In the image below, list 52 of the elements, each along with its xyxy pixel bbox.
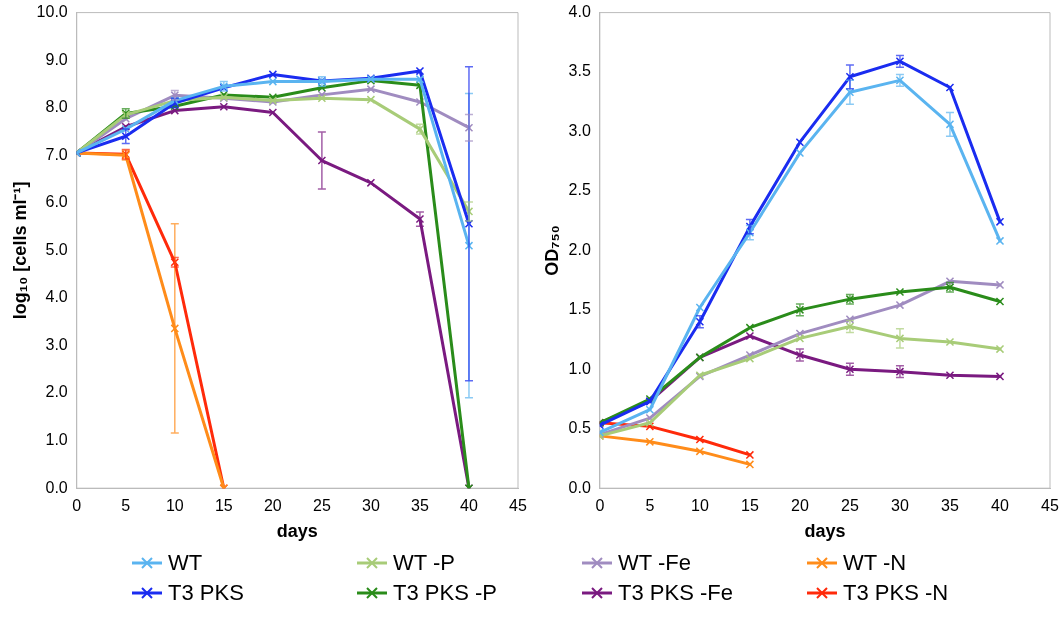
x-tick-label: 20 <box>263 497 282 515</box>
y-tick-label: 0.0 <box>568 478 591 496</box>
y-tick-label: 2.0 <box>45 383 68 401</box>
x-tick-label: 40 <box>460 497 478 515</box>
x-tick-label: 0 <box>72 497 82 515</box>
y-tick-label: 4.0 <box>568 3 591 21</box>
y-tick-label: 6.0 <box>45 193 68 211</box>
y-tick-label: 2.5 <box>568 181 591 199</box>
y-tick-label: 10.0 <box>36 3 68 21</box>
x-tick-label: 15 <box>214 497 233 515</box>
legend-label: WT -P <box>393 550 455 576</box>
x-tick-label: 35 <box>941 497 959 515</box>
legend-label: T3 PKS -Fe <box>618 580 733 606</box>
legend-label: WT -N <box>843 550 907 576</box>
y-tick-label: 5.0 <box>45 240 68 258</box>
legend-label: WT <box>168 550 203 576</box>
x-tick-label: 25 <box>312 497 331 515</box>
y-tick-label: 3.0 <box>568 121 591 139</box>
y-axis-title: OD₇₅₀ <box>541 225 562 276</box>
legend-label: T3 PKS -P <box>393 580 497 606</box>
y-tick-label: 0.0 <box>45 478 68 496</box>
x-tick-label: 10 <box>690 497 709 515</box>
legend-label: T3 PKS -N <box>843 580 949 606</box>
x-tick-label: 5 <box>121 497 131 515</box>
x-tick-label: 0 <box>595 497 605 515</box>
y-tick-label: 4.0 <box>45 288 68 306</box>
x-tick-label: 25 <box>841 497 859 515</box>
y-tick-label: 1.5 <box>568 300 591 318</box>
y-tick-label: 0.5 <box>568 419 591 437</box>
x-tick-label: 30 <box>891 497 909 515</box>
x-tick-label: 40 <box>991 497 1009 515</box>
x-axis-title: days <box>276 521 318 542</box>
x-tick-label: 30 <box>362 497 380 515</box>
legend-label: T3 PKS <box>168 580 244 606</box>
y-axis-title: log₁₀ [cells ml⁻¹] <box>9 181 30 320</box>
x-tick-label: 45 <box>509 497 527 515</box>
x-tick-label: 15 <box>741 497 759 515</box>
x-tick-label: 45 <box>1041 497 1059 515</box>
x-axis-title: days <box>804 521 846 542</box>
y-tick-label: 9.0 <box>45 50 68 68</box>
y-tick-label: 7.0 <box>45 145 68 163</box>
x-tick-label: 5 <box>645 497 655 515</box>
y-tick-label: 1.0 <box>45 431 68 449</box>
y-tick-label: 3.5 <box>568 62 591 80</box>
x-tick-label: 35 <box>411 497 429 515</box>
x-tick-label: 10 <box>165 497 184 515</box>
y-tick-label: 1.0 <box>568 359 591 377</box>
y-tick-label: 3.0 <box>45 335 68 353</box>
y-tick-label: 8.0 <box>45 98 68 116</box>
legend-label: WT -Fe <box>618 550 691 576</box>
x-tick-label: 20 <box>791 497 809 515</box>
y-tick-label: 2.0 <box>568 240 591 258</box>
